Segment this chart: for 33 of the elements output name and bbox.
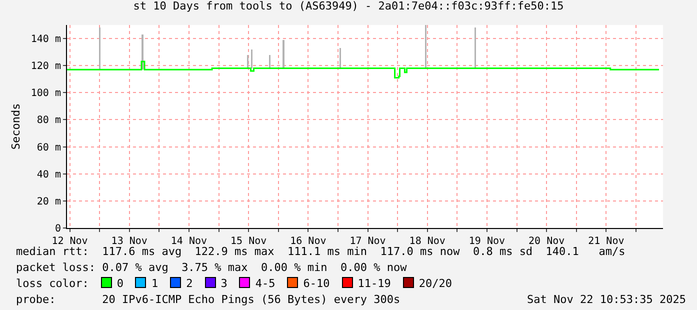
x-tick-label: 20 Nov — [528, 236, 565, 247]
text: 11-19 — [358, 277, 391, 290]
text: 20/20 — [418, 277, 452, 290]
y-tick-label: 20 m — [36, 196, 61, 208]
chart-title: st 10 Days from tools to (AS63949) - 2a01:7e04::f03c:93ff:fe50:15 — [133, 0, 564, 12]
text: Sat Nov 22 10:53:35 2025 — [527, 292, 686, 308]
y-tick-label: 40 m — [36, 169, 61, 180]
x-tick-label: 21 Nov — [588, 236, 624, 247]
x-tick-label: 19 Nov — [468, 236, 506, 247]
text: packet loss: 0.07 % avg 3.75 % max 0.00 % min 0.00 % now — [16, 260, 408, 276]
x-tick-label: 13 Nov — [111, 236, 148, 247]
text: 3 — [220, 277, 228, 290]
y-tick-label: 140 m — [30, 34, 61, 46]
y-tick-label: 60 m — [36, 142, 61, 154]
y-axis-title: Seconds — [10, 103, 23, 150]
text: loss color: — [16, 277, 89, 290]
text: 0 — [116, 277, 124, 290]
x-tick-label: 15 Nov — [230, 236, 267, 247]
text: 4-5 — [255, 277, 276, 290]
x-tick-label: 16 Nov — [290, 236, 326, 247]
text: 1 — [151, 277, 158, 290]
text: median rtt: 117.6 ms avg 122.9 ms max 111.1 ms min 117.0 ms now 0.8 ms sd 140.1 am/s — [16, 244, 626, 260]
y-tick-label: 80 m — [36, 115, 61, 126]
x-tick-label: 17 Nov — [350, 236, 386, 247]
text: 2 — [186, 277, 193, 290]
x-tick-label: 18 Nov — [409, 236, 446, 247]
y-tick-label: 0 — [54, 224, 61, 234]
text: probe: 20 IPv6-ICMP Echo Pings (56 Bytes) every 300s — [16, 293, 400, 306]
x-tick-label: 14 Nov — [170, 236, 208, 247]
y-tick-label: 120 m — [30, 61, 61, 72]
text: 6-10 — [303, 277, 330, 290]
y-tick-label: 100 m — [30, 88, 61, 100]
x-tick-label: 12 Nov — [52, 236, 88, 247]
